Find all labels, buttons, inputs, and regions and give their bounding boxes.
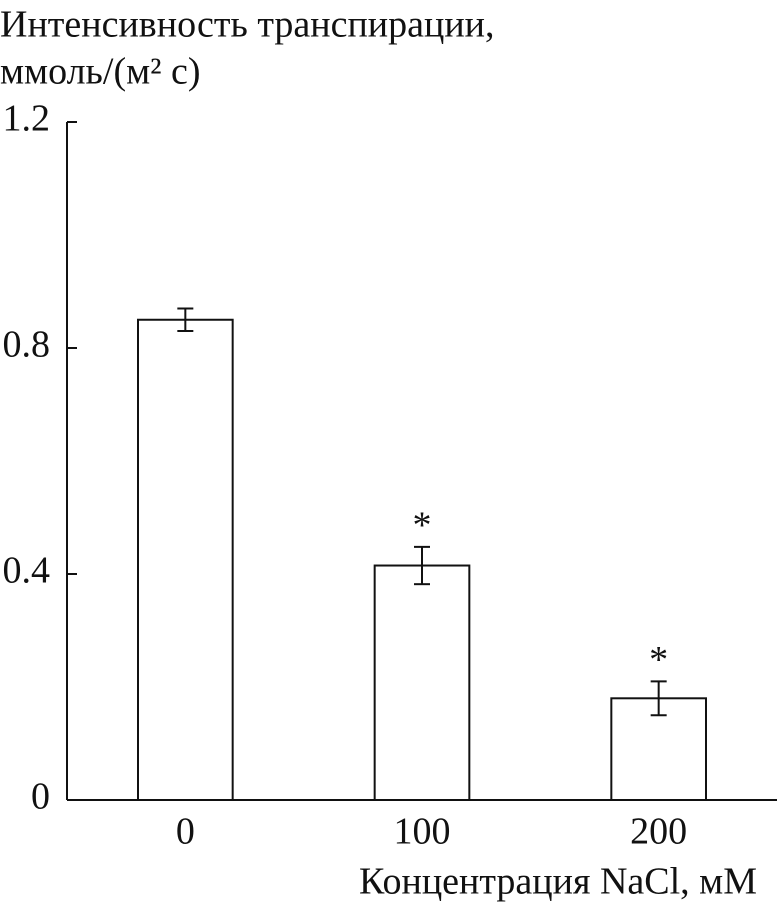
significance-marker: *: [413, 505, 432, 547]
y-tick-label: 1.2: [3, 98, 51, 140]
y-axis-label: Интенсивность транспирации,: [0, 4, 495, 46]
significance-marker: *: [649, 639, 668, 681]
y-axis-label: ммоль/(м² с): [0, 51, 201, 93]
x-axis-label: Концентрация NaCl, мМ: [359, 861, 757, 903]
bar: [137, 318, 234, 801]
x-tick-label: 200: [630, 811, 687, 853]
x-tick-label: 100: [394, 811, 451, 853]
y-tick-label: 0: [31, 776, 50, 818]
y-tick-label: 0.8: [3, 324, 51, 366]
y-tick-label: 0.4: [3, 550, 51, 592]
x-tick-label: 0: [176, 811, 195, 853]
bar: [373, 564, 471, 802]
